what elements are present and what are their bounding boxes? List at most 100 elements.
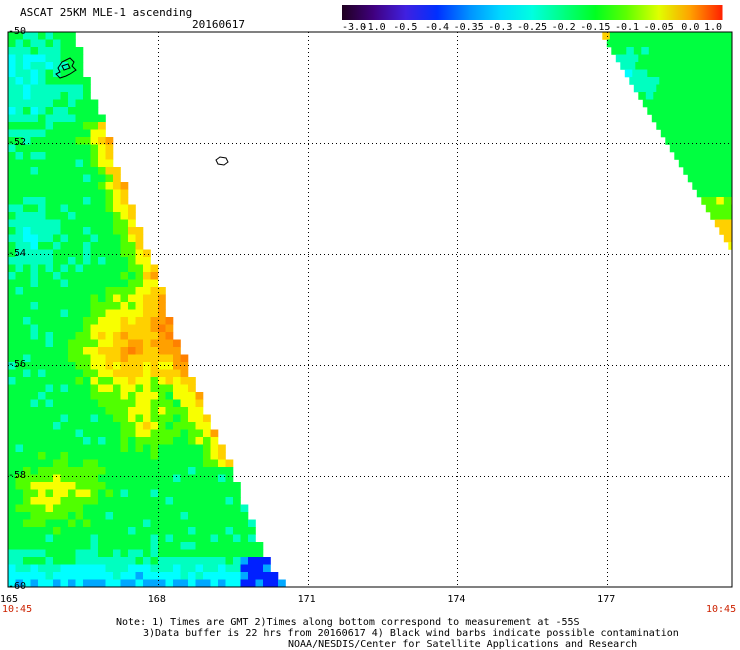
swath-cell [90,482,99,490]
note-line-3: NOAA/NESDIS/Center for Satellite Applica… [288,639,638,650]
swath-cell [165,572,174,580]
colorbar-segment [627,5,660,20]
swath-cell [692,182,701,190]
swath-cell [53,557,61,565]
swath-cell [38,534,46,543]
swath-cell [678,159,687,168]
swath-cell [674,152,683,160]
swath-cell [135,534,144,543]
swath-cell [233,504,241,513]
swath-cell [638,54,647,63]
swath-cell [135,309,144,318]
swath-cell [90,219,99,228]
swath-cell [75,189,84,198]
swath-cell [83,549,91,558]
swath-cell [98,317,106,325]
swath-cell [240,527,249,535]
swath-cell [203,437,211,445]
swath-cell [15,182,24,190]
swath-cell [45,47,54,55]
swath-cell [657,99,666,108]
swath-cell [648,47,657,55]
swath-cell [90,107,99,115]
swath-cell [75,519,84,528]
swath-cell [128,437,136,445]
swath-cell [105,197,114,205]
swath-cell [240,579,249,588]
swath-cell [23,437,31,445]
swath-cell [38,362,46,370]
swath-cell [105,174,114,183]
swath-cell [233,482,241,490]
swath-cell [120,189,129,198]
swath-cell [218,489,226,498]
swath-cell [60,504,69,513]
swath-cell [45,309,54,318]
swath-cell [233,519,241,528]
swath-cell [45,512,54,520]
swath-cell [158,324,166,333]
swath-cell [669,69,678,78]
swath-cell [120,347,129,355]
swath-cell [68,542,76,550]
swath-cell [105,182,114,190]
swath-cell [150,549,159,558]
swath-cell [53,227,61,235]
colorbar-tick-label: -0.05 [644,22,674,31]
swath-cell [23,467,31,475]
swath-cell [83,429,91,438]
swath-cell [180,377,189,385]
swath-cell [728,129,733,138]
swath-cell [677,69,686,78]
swath-cell [83,167,91,175]
swath-cell [53,294,61,303]
swath-cell [120,467,129,475]
swath-cell [659,39,668,48]
swath-cell [128,407,136,415]
swath-cell [713,204,722,213]
swath-cell [135,459,144,468]
swath-cell [105,242,114,250]
swath-cell [60,279,69,288]
swath-cell [113,219,121,228]
swath-cell [684,144,693,153]
swath-cell [719,189,728,198]
swath-cell [120,414,129,423]
swath-cell [692,32,701,40]
swath-cell [113,302,121,310]
colorbar-tick-label: -0.5 [393,22,417,31]
swath-cell [180,429,189,438]
swath-cell [15,302,24,310]
swath-cell [173,414,181,423]
swath-cell [83,212,91,220]
swath-cell [8,347,16,355]
swath-cell [8,129,16,138]
swath-cell [180,564,189,573]
swath-cell [240,504,249,513]
swath-cell [68,114,76,123]
swath-cell [38,452,46,460]
swath-cell [68,257,76,265]
swath-cell [225,512,234,520]
swath-cell [60,467,69,475]
swath-cell [38,422,46,430]
swath-cell [30,422,39,430]
swath-cell [666,77,675,85]
swath-cell [729,32,733,40]
swath-cell [75,54,84,63]
swath-cell [23,429,31,438]
swath-cell [98,512,106,520]
swath-cell [150,317,159,325]
swath-cell [38,182,46,190]
colorbar-segment [342,5,375,20]
swath-cell [702,62,711,70]
swath-cell [23,294,31,303]
swath-cell [660,54,669,63]
swath-cell [722,107,731,115]
swath-cell [60,272,69,280]
swath-cell [83,414,91,423]
swath-cell [158,294,166,303]
swath-cell [45,279,54,288]
swath-cell [68,272,76,280]
swath-cell [722,69,731,78]
